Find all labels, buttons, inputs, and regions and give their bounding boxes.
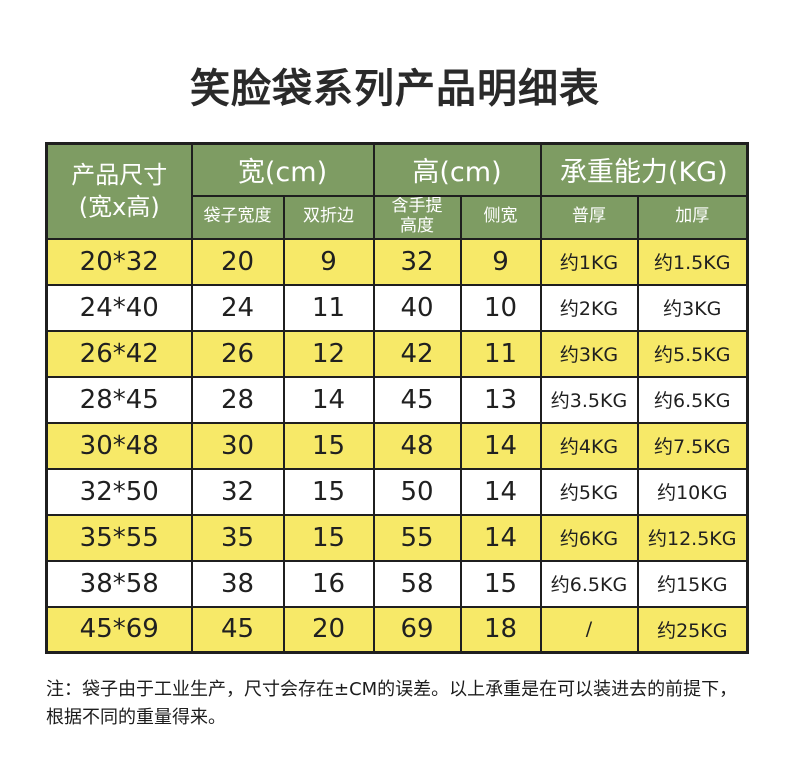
table-row: 20*32 20 9 32 9 约1KG 约1.5KG (45, 237, 749, 286)
cell-extra-thick: 约1.5KG (636, 237, 749, 286)
cell-bag-width: 28 (190, 375, 285, 424)
cell-size: 30*48 (45, 421, 193, 470)
sub-header-height-with-handle: 含手提 高度 (372, 194, 462, 240)
cell-double-fold-edge: 12 (282, 329, 375, 378)
cell-side-width: 14 (459, 513, 542, 562)
cell-side-width: 14 (459, 421, 542, 470)
table-row: 26*42 26 12 42 11 约3KG 约5.5KG (45, 329, 749, 378)
cell-extra-thick: 约7.5KG (636, 421, 749, 470)
cell-side-width: 15 (459, 559, 542, 608)
table-body: 20*32 20 9 32 9 约1KG 约1.5KG 24*40 24 11 40 10 约2KG 约3… (45, 237, 749, 654)
cell-bag-width: 32 (190, 467, 285, 516)
sub-header-double-fold-edge: 双折边 (282, 194, 375, 240)
cell-side-width: 14 (459, 467, 542, 516)
cell-size: 35*55 (45, 513, 193, 562)
cell-extra-thick: 约6.5KG (636, 375, 749, 424)
cell-bag-width: 30 (190, 421, 285, 470)
cell-side-width: 13 (459, 375, 542, 424)
sub-header-normal-thickness: 普厚 (539, 194, 639, 240)
cell-double-fold-edge: 11 (282, 283, 375, 332)
cell-side-width: 10 (459, 283, 542, 332)
cell-double-fold-edge: 15 (282, 421, 375, 470)
cell-bag-width: 20 (190, 237, 285, 286)
cell-side-width: 9 (459, 237, 542, 286)
cell-height-with-handle: 69 (372, 605, 462, 654)
group-header-width-cm: 宽(cm) (190, 142, 375, 197)
cell-size: 24*40 (45, 283, 193, 332)
cell-normal-thickness: 约1KG (539, 237, 639, 286)
cell-size: 38*58 (45, 559, 193, 608)
table-row: 28*45 28 14 45 13 约3.5KG 约6.5KG (45, 375, 749, 424)
sub-header-bag-width: 袋子宽度 (190, 194, 285, 240)
cell-height-with-handle: 40 (372, 283, 462, 332)
cell-double-fold-edge: 15 (282, 513, 375, 562)
table-row: 32*50 32 15 50 14 约5KG 约10KG (45, 467, 749, 516)
cell-height-with-handle: 58 (372, 559, 462, 608)
table-row: 45*69 45 20 69 18/约25KG (45, 605, 749, 654)
cell-normal-thickness: 约3KG (539, 329, 639, 378)
cell-double-fold-edge: 14 (282, 375, 375, 424)
group-header-load-capacity-kg: 承重能力(KG) (539, 142, 749, 197)
cell-height-with-handle: 45 (372, 375, 462, 424)
cell-extra-thick: 约10KG (636, 467, 749, 516)
cell-side-width: 11 (459, 329, 542, 378)
table-row: 35*55 35 15 55 14 约6KG 约12.5KG (45, 513, 749, 562)
table-row: 24*40 24 11 40 10 约2KG 约3KG (45, 283, 749, 332)
cell-size: 28*45 (45, 375, 193, 424)
note-text: 注：袋子由于工业生产，尺寸会存在±CM的误差。以上承重是在可以装进去的前提下，根… (46, 679, 738, 728)
cell-bag-width: 45 (190, 605, 285, 654)
cell-size: 20*32 (45, 237, 193, 286)
cell-bag-width: 35 (190, 513, 285, 562)
cell-double-fold-edge: 16 (282, 559, 375, 608)
sub-header-row: 袋子宽度 双折边 含手提 高度 侧宽 普厚 加厚 (47, 194, 749, 240)
page-title: 笑脸袋系列产品明细表 (190, 66, 600, 112)
sub-header-extra-thick: 加厚 (636, 194, 749, 240)
cell-normal-thickness: 约5KG (539, 467, 639, 516)
cell-height-with-handle: 50 (372, 467, 462, 516)
table-row: 30*48 30 15 48 14 约4KG 约7.5KG (45, 421, 749, 470)
cell-extra-thick: 约25KG (636, 605, 749, 654)
cell-bag-width: 24 (190, 283, 285, 332)
cell-bag-width: 26 (190, 329, 285, 378)
cell-height-with-handle: 48 (372, 421, 462, 470)
cell-double-fold-edge: 20 (282, 605, 375, 654)
table-header: 产品尺寸 (宽x高) 宽(cm) 高(cm) 承重能力(KG) 袋子宽度 双折边… (45, 142, 749, 240)
cell-height-with-handle: 42 (372, 329, 462, 378)
cell-bag-width: 38 (190, 559, 285, 608)
cell-double-fold-edge: 9 (282, 237, 375, 286)
cell-size: 26*42 (45, 329, 193, 378)
cell-normal-thickness: / (539, 605, 639, 654)
group-header-height-cm: 高(cm) (372, 142, 542, 197)
table-row: 38*58 38 16 58 15 约6.5KG 约15KG (45, 559, 749, 608)
product-spec-table: 产品尺寸 (宽x高) 宽(cm) 高(cm) 承重能力(KG) 袋子宽度 双折边… (45, 142, 750, 654)
group-header-row: 产品尺寸 (宽x高) 宽(cm) 高(cm) 承重能力(KG) (45, 142, 749, 240)
cell-height-with-handle: 55 (372, 513, 462, 562)
cell-height-with-handle: 32 (372, 237, 462, 286)
cell-normal-thickness: 约2KG (539, 283, 639, 332)
cell-extra-thick: 约12.5KG (636, 513, 749, 562)
cell-extra-thick: 约15KG (636, 559, 749, 608)
cell-extra-thick: 约5.5KG (636, 329, 749, 378)
cell-size: 32*50 (45, 467, 193, 516)
cell-size: 45*69 (45, 605, 193, 654)
cell-normal-thickness: 约6KG (539, 513, 639, 562)
cell-extra-thick: 约3KG (636, 283, 749, 332)
corner-header-product-size: 产品尺寸 (宽x高) (45, 142, 193, 240)
sub-header-side-width: 侧宽 (459, 194, 542, 240)
cell-double-fold-edge: 15 (282, 467, 375, 516)
cell-side-width: 18 (459, 605, 542, 654)
cell-normal-thickness: 约4KG (539, 421, 639, 470)
cell-normal-thickness: 约3.5KG (539, 375, 639, 424)
cell-normal-thickness: 约6.5KG (539, 559, 639, 608)
